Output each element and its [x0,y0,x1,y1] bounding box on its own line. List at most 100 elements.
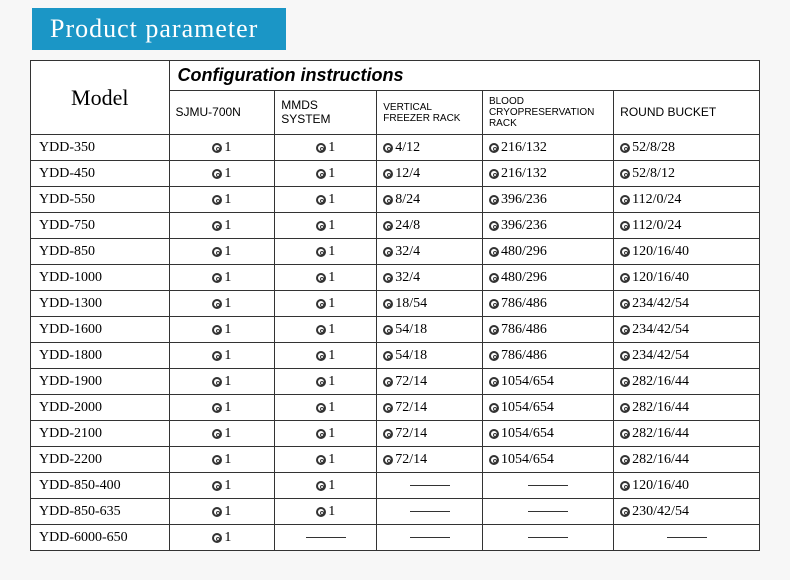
bullet-icon [316,143,326,153]
bullet-icon [316,377,326,387]
model-cell: YDD-450 [31,161,170,187]
table-row: YDD-13001118/54786/486234/42/54 [31,291,760,317]
bullet-icon [316,299,326,309]
bullet-icon [316,169,326,179]
value-cell: 1 [169,473,275,499]
dash-icon [410,537,450,538]
bullet-icon [212,195,222,205]
dash-icon [410,485,450,486]
model-cell: YDD-850-635 [31,499,170,525]
bullet-icon [489,429,499,439]
value-cell: 216/132 [482,161,613,187]
dash-icon [410,511,450,512]
value-cell: 52/8/28 [614,135,760,161]
bullet-icon [316,325,326,335]
header-model: Model [31,61,170,135]
bullet-icon [620,195,630,205]
bullet-icon [212,221,222,231]
value-cell: 12/4 [377,161,483,187]
value-cell: 480/296 [482,265,613,291]
model-cell: YDD-750 [31,213,170,239]
bullet-icon [489,325,499,335]
value-cell: 72/14 [377,369,483,395]
table-body: YDD-350114/12216/13252/8/28YDD-4501112/4… [31,135,760,551]
bullet-icon [316,247,326,257]
value-cell: 54/18 [377,343,483,369]
parameter-table: Model Configuration instructions SJMU-70… [30,60,760,551]
value-cell: 120/16/40 [614,239,760,265]
table-row: YDD-550118/24396/236112/0/24 [31,187,760,213]
bullet-icon [383,403,393,413]
value-cell: 1 [169,291,275,317]
value-cell: 786/486 [482,343,613,369]
bullet-icon [383,377,393,387]
bullet-icon [316,221,326,231]
value-cell: 480/296 [482,239,613,265]
value-cell: 8/24 [377,187,483,213]
table-row: YDD-850-63511230/42/54 [31,499,760,525]
bullet-icon [620,221,630,231]
bullet-icon [489,403,499,413]
value-cell [377,499,483,525]
bullet-icon [489,143,499,153]
table-row: YDD-18001154/18786/486234/42/54 [31,343,760,369]
value-cell: 52/8/12 [614,161,760,187]
header-col-3: BLOODCRYOPRESERVATIONRACK [482,91,613,135]
bullet-icon [316,507,326,517]
value-cell: 1 [275,161,377,187]
model-cell: YDD-2000 [31,395,170,421]
table-row: YDD-10001132/4480/296120/16/40 [31,265,760,291]
value-cell: 1 [275,421,377,447]
value-cell: 1 [169,161,275,187]
bullet-icon [489,455,499,465]
bullet-icon [489,351,499,361]
bullet-icon [212,351,222,361]
header-col-1: MMDSSYSTEM [275,91,377,135]
value-cell: 1054/654 [482,395,613,421]
header-col-4: ROUND BUCKET [614,91,760,135]
value-cell: 4/12 [377,135,483,161]
value-cell: 1 [275,499,377,525]
bullet-icon [383,429,393,439]
value-cell: 24/8 [377,213,483,239]
bullet-icon [212,143,222,153]
value-cell: 18/54 [377,291,483,317]
table-row: YDD-22001172/141054/654282/16/44 [31,447,760,473]
bullet-icon [212,169,222,179]
value-cell [614,525,760,551]
bullet-icon [489,299,499,309]
value-cell [482,473,613,499]
value-cell: 1 [169,317,275,343]
page: Product parameter Model Configuration in… [0,0,790,551]
model-cell: YDD-1300 [31,291,170,317]
bullet-icon [383,351,393,361]
bullet-icon [212,455,222,465]
dash-icon [528,485,568,486]
model-cell: YDD-1900 [31,369,170,395]
value-cell: 1 [275,447,377,473]
header-col-2: VERTICALFREEZER RACK [377,91,483,135]
value-cell: 1 [169,369,275,395]
value-cell [482,499,613,525]
table-row: YDD-4501112/4216/13252/8/12 [31,161,760,187]
value-cell: 1 [169,421,275,447]
value-cell: 282/16/44 [614,421,760,447]
bullet-icon [316,481,326,491]
table-row: YDD-350114/12216/13252/8/28 [31,135,760,161]
value-cell: 1 [169,343,275,369]
bullet-icon [212,325,222,335]
bullet-icon [620,429,630,439]
bullet-icon [316,455,326,465]
bullet-icon [316,403,326,413]
model-cell: YDD-850 [31,239,170,265]
value-cell: 1 [275,291,377,317]
bullet-icon [620,247,630,257]
bullet-icon [620,273,630,283]
value-cell: 282/16/44 [614,369,760,395]
bullet-icon [383,143,393,153]
value-cell: 282/16/44 [614,447,760,473]
value-cell: 1 [275,239,377,265]
value-cell: 1 [275,187,377,213]
value-cell: 230/42/54 [614,499,760,525]
value-cell: 282/16/44 [614,395,760,421]
